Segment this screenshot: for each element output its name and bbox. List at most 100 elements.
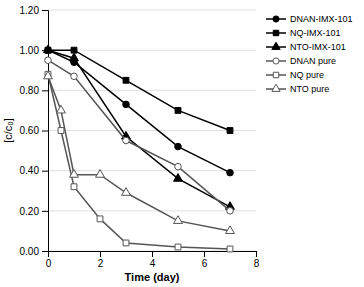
chart: 0 2 4 6 8 0.00 0.20 0.40 0.60 0.80 1.00 1.20 Time (d…: [0, 0, 364, 287]
y-tick: 0.60: [20, 125, 48, 136]
y-tick-mark: [42, 171, 48, 172]
grid-line: [48, 90, 256, 91]
y-tick-label: 1.00: [20, 45, 40, 56]
point: [57, 105, 66, 113]
legend-label: DNAN-IMX-101: [290, 14, 353, 24]
y-tick-label: 0.20: [20, 206, 40, 217]
point: [175, 163, 182, 170]
point: [123, 137, 130, 144]
legend-item: NTO-IMX-101: [266, 42, 346, 52]
y-tick-mark: [42, 90, 48, 91]
grid-line: [48, 210, 256, 211]
y-tick: 0.40: [20, 165, 48, 176]
x-tick-label: 6: [202, 258, 208, 269]
y-tick-mark: [42, 251, 48, 252]
y-axis-title: [c/c₀]: [2, 118, 14, 143]
point: [71, 73, 78, 80]
series-line: [48, 76, 230, 231]
y-tick-label: 1.20: [20, 5, 40, 16]
legend-item: NQ pure: [266, 70, 324, 80]
series: [45, 57, 234, 214]
x-axis-title: Time (day): [125, 271, 180, 283]
y-tick: 0.20: [20, 206, 48, 217]
grid: [48, 10, 256, 251]
series-line: [48, 74, 230, 249]
point: [96, 170, 105, 178]
point: [44, 71, 53, 79]
y-tick: 0.00: [20, 246, 48, 257]
series-line: [48, 50, 230, 173]
series-group: [44, 45, 235, 252]
legend-marker: [272, 84, 280, 91]
point: [174, 216, 183, 224]
x-tick-label: 8: [254, 258, 260, 269]
series: [45, 47, 233, 133]
point: [175, 244, 181, 250]
grid-line: [48, 10, 256, 11]
legend-marker: [273, 58, 279, 64]
y-tick-label: 0.60: [20, 125, 40, 136]
legend-marker: [273, 16, 279, 22]
legend-label: DNAN pure: [290, 56, 336, 66]
x-tick: 4: [150, 251, 156, 269]
series: [45, 47, 234, 176]
legend-item: NTO pure: [266, 84, 329, 94]
x-tick-label: 2: [98, 258, 104, 269]
point: [58, 128, 64, 134]
point: [97, 216, 103, 222]
y-tick-mark: [42, 131, 48, 132]
y-tick-label: 0.00: [20, 246, 40, 257]
series: [44, 71, 235, 233]
x-tick-mark: [204, 251, 205, 257]
x-tick-mark: [256, 251, 257, 257]
x-tick: 6: [202, 251, 208, 269]
series: [44, 45, 235, 209]
y-tick: 0.80: [20, 85, 48, 96]
point: [123, 77, 129, 83]
x-tick-label: 0: [46, 258, 52, 269]
x-tick-label: 4: [150, 258, 156, 269]
x-tick: 8: [254, 251, 260, 269]
x-tick-mark: [152, 251, 153, 257]
series: [45, 71, 233, 252]
y-tick-label: 0.40: [20, 165, 40, 176]
grid-line: [48, 50, 256, 51]
x-tick: 0: [46, 251, 52, 269]
y-tick: 1.20: [20, 5, 48, 16]
point: [70, 53, 79, 61]
point: [227, 208, 234, 215]
series-line: [48, 50, 230, 130]
y-tick: 1.00: [20, 45, 48, 56]
legend: DNAN-IMX-101 NQ-IMX-101 NTO-IMX-101 DNAN pu…: [266, 14, 353, 94]
point: [122, 188, 131, 196]
point: [175, 143, 182, 150]
y-tick-label: 0.80: [20, 85, 40, 96]
point: [227, 128, 233, 134]
point: [44, 45, 53, 53]
point: [45, 57, 52, 64]
point: [227, 246, 233, 252]
legend-item: DNAN-IMX-101: [266, 14, 353, 24]
point: [70, 170, 79, 178]
legend-label: NTO pure: [290, 84, 329, 94]
grid-line: [48, 130, 256, 131]
series-line: [48, 50, 230, 207]
point: [227, 169, 234, 176]
y-tick-mark: [42, 211, 48, 212]
legend-marker: [272, 42, 280, 49]
legend-label: NQ pure: [290, 70, 324, 80]
point: [123, 240, 129, 246]
y-tick-mark: [42, 10, 48, 11]
legend-item: NQ-IMX-101: [266, 28, 341, 38]
x-axis-line: [49, 252, 257, 258]
y-axis: 0.00 0.20 0.40 0.60 0.80 1.00 1.20: [20, 5, 49, 257]
point: [174, 174, 183, 182]
legend-item: DNAN pure: [266, 56, 336, 66]
legend-label: NQ-IMX-101: [290, 28, 341, 38]
point: [123, 101, 130, 108]
x-tick-mark: [100, 251, 101, 257]
series-line: [48, 60, 230, 211]
x-axis: 0 2 4 6 8: [46, 251, 260, 269]
plot: 0 2 4 6 8 0.00 0.20 0.40 0.60 0.80 1.00 1.20: [20, 5, 260, 269]
point: [226, 226, 235, 234]
